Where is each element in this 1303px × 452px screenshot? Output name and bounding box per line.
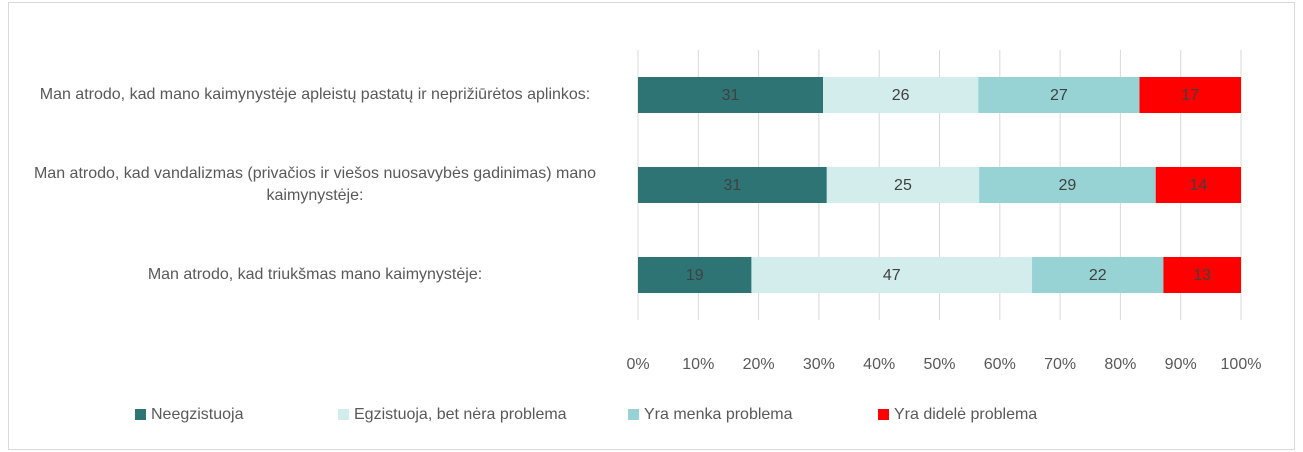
x-tick-label: 70%	[1044, 356, 1076, 373]
x-tick-label: 10%	[682, 356, 714, 373]
data-label: 25	[894, 177, 912, 194]
bar-segment	[823, 77, 979, 113]
data-label: 29	[1059, 177, 1077, 194]
y-tick-label: Man atrodo, kad mano kaimynystėje apleis…	[39, 86, 591, 103]
y-tick-label: Man atrodo, kad vandalizmas (privačios i…	[33, 165, 597, 204]
bar-segment	[979, 167, 1156, 203]
x-tick-label: 40%	[863, 356, 895, 373]
bar-segment	[1163, 257, 1241, 293]
x-tick-label: 80%	[1104, 356, 1136, 373]
data-label: 19	[686, 267, 704, 284]
data-label: 31	[724, 177, 742, 194]
x-tick-label: 50%	[923, 356, 955, 373]
legend-label: Yra menka problema	[644, 406, 793, 423]
y-tick-label: Man atrodo, kad triukšmas mano kaimynyst…	[147, 266, 483, 283]
bar-segment	[978, 77, 1140, 113]
bar-segment	[1139, 77, 1241, 113]
legend-label: Egzistuoja, bet nėra problema	[354, 406, 567, 423]
legend-swatch	[878, 409, 889, 420]
data-label: 17	[1181, 87, 1199, 104]
x-tick-label: 30%	[803, 356, 835, 373]
bar-segment	[1032, 257, 1164, 293]
legend-label: Yra didelė problema	[894, 406, 1037, 423]
x-tick-label: 60%	[984, 356, 1016, 373]
legend-swatch	[628, 409, 639, 420]
legend-label: Neegzistuoja	[151, 406, 244, 423]
data-label: 22	[1089, 267, 1107, 284]
data-label: 31	[722, 87, 740, 104]
bar-segment	[1155, 167, 1241, 203]
bar-segment	[638, 167, 827, 203]
bar-segment	[638, 257, 752, 293]
data-label: 14	[1189, 177, 1207, 194]
x-tick-label: 0%	[626, 356, 649, 373]
data-label: 47	[883, 267, 901, 284]
legend-swatch	[338, 409, 349, 420]
data-label: 13	[1193, 267, 1211, 284]
bar-segment	[826, 167, 980, 203]
x-tick-label: 100%	[1221, 356, 1262, 373]
legend-swatch	[135, 409, 146, 420]
chart-frame	[8, 2, 1295, 450]
bar-segment	[751, 257, 1033, 293]
x-tick-label: 20%	[743, 356, 775, 373]
data-label: 26	[892, 87, 910, 104]
x-tick-label: 90%	[1165, 356, 1197, 373]
bar-segment	[638, 77, 824, 113]
data-label: 27	[1050, 87, 1068, 104]
